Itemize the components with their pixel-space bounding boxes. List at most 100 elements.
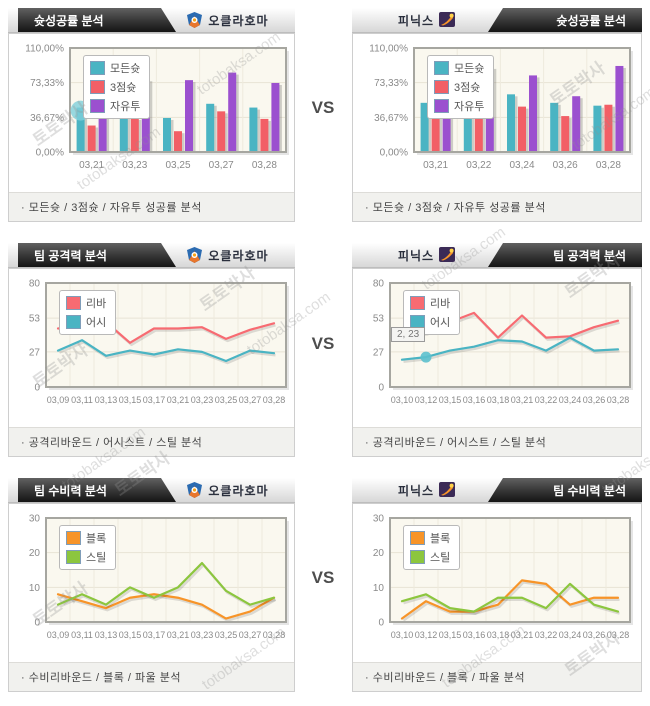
card-shooting-left: 슛성공률 분석 오클라호마 0,00% 36,67% 73,33% 110,00% 03…: [8, 8, 295, 222]
legend-label: 어시: [86, 317, 107, 329]
chart-legend: 리바 어시: [403, 290, 461, 335]
legend-swatch: [66, 315, 81, 329]
legend-label: 스틸: [86, 552, 107, 564]
svg-text:03,11: 03,11: [71, 630, 93, 640]
svg-text:03,10: 03,10: [391, 630, 414, 640]
svg-text:03,25: 03,25: [215, 395, 238, 405]
svg-text:03,09: 03,09: [47, 395, 70, 405]
svg-text:03,28: 03,28: [252, 160, 277, 171]
card-title: 슛성공률 분석: [18, 8, 176, 32]
legend-swatch: [90, 80, 105, 94]
svg-text:30: 30: [29, 514, 41, 525]
card-offense-left: 팀 공격력 분석 오클라호마 0 27 53 80 03,09 03,11 03,13 03,…: [8, 243, 295, 457]
svg-text:03,10: 03,10: [391, 395, 414, 405]
svg-text:27: 27: [373, 347, 385, 358]
chart-caption: · 모든슛 / 3점슛 / 자유투 성공률 분석: [353, 192, 641, 221]
legend-label: 3점슛: [454, 82, 481, 94]
svg-text:03,13: 03,13: [95, 395, 118, 405]
team-zone: 오클라호마: [160, 478, 295, 502]
svg-text:03,27: 03,27: [209, 160, 234, 171]
svg-text:03,24: 03,24: [559, 395, 582, 405]
legend-swatch: [410, 550, 425, 564]
legend-swatch: [90, 99, 105, 113]
legend-label: 스틸: [430, 552, 451, 564]
chart-caption: · 공격리바운드 / 어시스트 / 스틸 분석: [9, 427, 294, 456]
svg-text:03,26: 03,26: [553, 160, 578, 171]
svg-text:10: 10: [29, 583, 41, 594]
svg-text:36,67%: 36,67%: [30, 113, 64, 124]
legend-swatch: [410, 531, 425, 545]
legend-swatch: [434, 80, 449, 94]
vs-label: VS: [311, 334, 335, 353]
legend-label: 자유투: [454, 101, 485, 113]
oklahoma-logo-icon: [186, 247, 203, 263]
team-zone: 오클라호마: [160, 243, 295, 267]
defense-chart-right[interactable]: 0 10 20 30 03,10 03,12 03,15 03,16 03,18 03,21 03,…: [353, 504, 641, 662]
team-zone: 피닉스: [352, 8, 502, 32]
legend-label: 자유투: [110, 101, 141, 113]
svg-text:03,28: 03,28: [596, 160, 621, 171]
svg-text:03,17: 03,17: [143, 395, 166, 405]
svg-text:110,00%: 110,00%: [369, 44, 408, 55]
defense-chart-left[interactable]: 0 10 20 30 03,09 03,11 03,13 03,15 03,17 03,21 03,…: [9, 504, 294, 662]
svg-text:0,00%: 0,00%: [36, 148, 64, 159]
card-header: 슛성공률 분석 오클라호마: [8, 8, 295, 33]
legend-swatch: [434, 99, 449, 113]
chart-caption: · 공격리바운드 / 어시스트 / 스틸 분석: [353, 427, 641, 456]
svg-text:36,67%: 36,67%: [374, 113, 408, 124]
card-title: 팀 수비력 분석: [18, 478, 176, 502]
svg-text:03,25: 03,25: [165, 160, 190, 171]
card-title: 팀 수비력 분석: [488, 478, 642, 502]
offense-chart-right[interactable]: 2, 23 0 27 53 80 03,10 03,12 03,15 03,16 03,18 03,…: [353, 269, 641, 427]
svg-text:03,24: 03,24: [559, 630, 582, 640]
shooting-chart-left[interactable]: 0,00% 36,67% 73,33% 110,00% 03,21 03,23 03,25 0…: [9, 34, 294, 192]
svg-text:03,23: 03,23: [191, 395, 214, 405]
svg-text:03,28: 03,28: [263, 395, 286, 405]
svg-text:03,09: 03,09: [47, 630, 70, 640]
svg-text:20: 20: [29, 548, 41, 559]
shooting-chart-right[interactable]: 0,00% 36,67% 73,33% 110,00% 03,21 03,22 03,24 0…: [353, 34, 641, 192]
card-header: 팀 공격력 분석 오클라호마: [8, 243, 295, 268]
svg-text:03,28: 03,28: [607, 630, 630, 640]
svg-text:03,17: 03,17: [143, 630, 166, 640]
legend-label: 모든슛: [110, 63, 141, 75]
card-header: 슛성공률 분석 피닉스: [352, 8, 642, 33]
svg-text:03,13: 03,13: [95, 630, 118, 640]
offense-chart-left[interactable]: 0 27 53 80 03,09 03,11 03,13 03,15 03,17 03,21 03,…: [9, 269, 294, 427]
svg-text:0: 0: [34, 618, 40, 629]
svg-text:03,26: 03,26: [583, 395, 606, 405]
svg-text:80: 80: [29, 279, 41, 290]
svg-text:03,27: 03,27: [239, 395, 262, 405]
legend-label: 블록: [86, 533, 107, 545]
svg-text:0: 0: [34, 383, 40, 394]
legend-label: 리바: [430, 298, 451, 310]
card-shooting-right: 슛성공률 분석 피닉스 0,00% 36,67% 73,33% 110,00% 03,2…: [352, 8, 642, 222]
svg-text:03,21: 03,21: [511, 395, 534, 405]
svg-text:03,16: 03,16: [463, 630, 486, 640]
svg-text:30: 30: [373, 514, 385, 525]
phoenix-logo-icon: [439, 482, 456, 498]
svg-text:03,18: 03,18: [487, 395, 510, 405]
legend-label: 모든슛: [454, 63, 485, 75]
svg-text:53: 53: [29, 314, 41, 325]
svg-text:03,15: 03,15: [439, 630, 462, 640]
svg-text:20: 20: [373, 548, 385, 559]
svg-text:03,27: 03,27: [239, 630, 262, 640]
svg-text:03,25: 03,25: [215, 630, 238, 640]
point-tooltip: 2, 23: [391, 327, 426, 343]
team-zone: 피닉스: [352, 243, 502, 267]
oklahoma-logo-icon: [186, 12, 203, 28]
svg-text:73,33%: 73,33%: [30, 78, 64, 89]
legend-label: 블록: [430, 533, 451, 545]
svg-text:27: 27: [29, 347, 41, 358]
card-title: 슛성공률 분석: [488, 8, 642, 32]
svg-text:03,22: 03,22: [535, 395, 558, 405]
svg-text:03,26: 03,26: [583, 630, 606, 640]
svg-text:03,15: 03,15: [439, 395, 462, 405]
legend-swatch: [66, 550, 81, 564]
team-name: 오클라호마: [208, 248, 269, 263]
legend-label: 3점슛: [110, 82, 137, 94]
